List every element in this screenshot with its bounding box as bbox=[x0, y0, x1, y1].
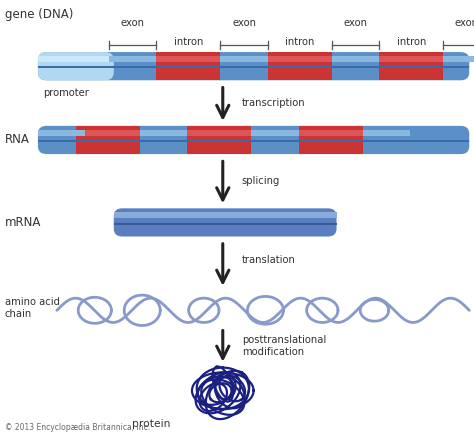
Bar bbox=[363, 130, 410, 136]
Text: protein: protein bbox=[133, 419, 171, 429]
Text: translation: translation bbox=[242, 255, 296, 266]
Bar bbox=[38, 140, 469, 142]
Text: intron: intron bbox=[285, 37, 314, 47]
Bar bbox=[109, 56, 156, 62]
Bar bbox=[251, 130, 299, 136]
Text: exon: exon bbox=[344, 18, 367, 28]
FancyBboxPatch shape bbox=[38, 52, 114, 80]
Bar bbox=[187, 126, 251, 154]
FancyBboxPatch shape bbox=[114, 208, 337, 237]
Text: exon: exon bbox=[232, 18, 256, 28]
Bar bbox=[187, 130, 251, 136]
FancyBboxPatch shape bbox=[38, 126, 469, 154]
Text: posttranslational
modification: posttranslational modification bbox=[242, 335, 326, 357]
Text: © 2013 Encyclopædia Britannica, Inc.: © 2013 Encyclopædia Britannica, Inc. bbox=[5, 423, 150, 432]
Text: mRNA: mRNA bbox=[5, 216, 41, 229]
Bar bbox=[140, 130, 187, 136]
Bar bbox=[268, 56, 332, 62]
Bar bbox=[299, 126, 363, 154]
Text: gene (DNA): gene (DNA) bbox=[5, 8, 73, 21]
Bar bbox=[38, 56, 109, 62]
Text: intron: intron bbox=[397, 37, 426, 47]
Text: promoter: promoter bbox=[44, 88, 89, 98]
Bar bbox=[379, 56, 443, 62]
FancyBboxPatch shape bbox=[38, 52, 469, 80]
Bar bbox=[76, 130, 140, 136]
Bar bbox=[156, 52, 220, 80]
Text: transcription: transcription bbox=[242, 98, 305, 108]
Text: amino acid
chain: amino acid chain bbox=[5, 297, 60, 319]
Text: exon: exon bbox=[121, 18, 145, 28]
Bar bbox=[76, 126, 140, 154]
Text: intron: intron bbox=[174, 37, 203, 47]
Bar bbox=[443, 56, 474, 62]
Bar bbox=[114, 223, 337, 225]
Bar bbox=[38, 130, 85, 136]
Bar bbox=[220, 56, 268, 62]
Bar bbox=[332, 56, 379, 62]
Bar bbox=[268, 52, 332, 80]
Text: splicing: splicing bbox=[242, 176, 280, 186]
Text: RNA: RNA bbox=[5, 134, 29, 146]
Bar bbox=[38, 66, 469, 69]
Bar bbox=[114, 212, 337, 218]
Bar bbox=[156, 56, 220, 62]
Bar bbox=[299, 130, 363, 136]
Bar bbox=[443, 56, 469, 62]
Bar bbox=[379, 52, 443, 80]
Text: exon: exon bbox=[455, 18, 474, 28]
